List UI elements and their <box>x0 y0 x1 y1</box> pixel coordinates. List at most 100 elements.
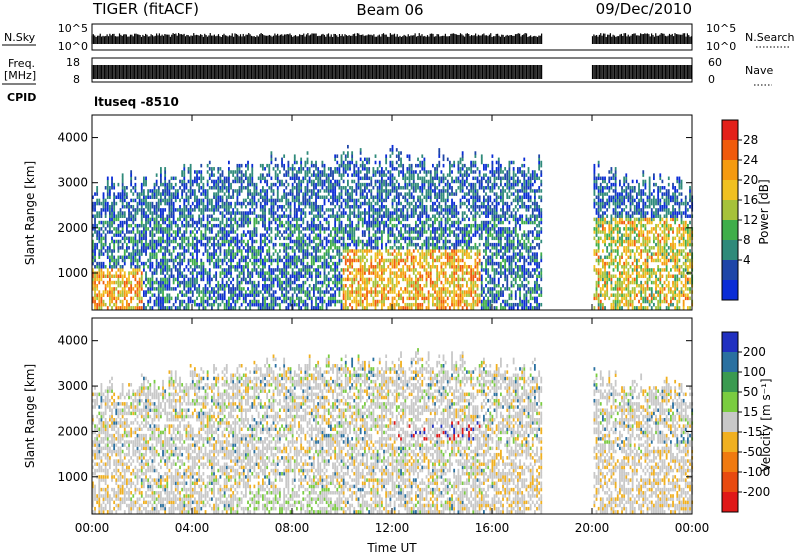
heatmap-cell <box>355 242 358 247</box>
heatmap-cell <box>153 268 156 272</box>
heatmap-cell <box>174 299 177 304</box>
heatmap-cell <box>327 271 330 275</box>
heatmap-cell <box>168 274 171 278</box>
heatmap-cell <box>374 233 377 237</box>
heatmap-cell <box>187 290 190 294</box>
heatmap-cell <box>213 255 215 260</box>
heatmap-cell <box>128 271 130 275</box>
heatmap-cell <box>121 189 124 193</box>
heatmap-cell <box>104 236 107 241</box>
heatmap-cell <box>211 208 213 212</box>
heatmap-cell <box>96 283 99 288</box>
heatmap-cell <box>281 182 283 187</box>
heatmap-cell <box>251 249 254 253</box>
heatmap-cell <box>147 201 150 206</box>
heatmap-cell <box>293 173 296 177</box>
heatmap-cell <box>332 261 334 266</box>
heatmap-cell <box>293 208 296 212</box>
heatmap-cell <box>185 306 188 310</box>
heatmap-cell <box>279 277 281 282</box>
heatmap-cell <box>94 249 96 253</box>
heatmap-cell <box>109 261 111 266</box>
heatmap-cell <box>315 249 317 253</box>
heatmap-cell <box>300 186 303 190</box>
heatmap-cell <box>317 217 320 222</box>
heatmap-cell <box>383 290 385 294</box>
heatmap-cell <box>257 249 260 253</box>
heatmap-cell <box>321 214 324 218</box>
heatmap-cell <box>147 242 150 247</box>
heatmap-cell <box>102 204 105 209</box>
heatmap-cell <box>102 293 105 297</box>
heatmap-cell <box>291 274 294 278</box>
heatmap-cell <box>334 179 337 184</box>
heatmap-cell <box>285 306 288 310</box>
heatmap-cell <box>155 268 158 272</box>
heatmap-cell <box>270 287 273 291</box>
heatmap-cell <box>389 233 392 237</box>
heatmap-cell <box>121 299 124 304</box>
heatmap-cell <box>323 274 326 278</box>
heatmap-cell <box>204 268 207 272</box>
heatmap-cell <box>342 179 345 184</box>
heatmap-cell <box>332 211 334 215</box>
heatmap-cell <box>287 192 290 196</box>
heatmap-cell <box>106 195 109 200</box>
heatmap-cell <box>270 214 273 218</box>
heatmap-cell <box>160 299 162 304</box>
heatmap-cell <box>92 227 94 231</box>
heatmap-cell <box>189 242 192 247</box>
heatmap-cell <box>361 239 364 244</box>
heatmap-cell <box>270 151 273 155</box>
heatmap-cell <box>174 287 177 291</box>
heatmap-cell <box>374 293 377 297</box>
heatmap-cell <box>279 255 281 260</box>
heatmap-cell <box>387 223 390 228</box>
heatmap-cell <box>276 179 279 184</box>
heatmap-cell <box>279 306 281 310</box>
heatmap-cell <box>308 233 311 237</box>
heatmap-cell <box>334 246 337 250</box>
heatmap-cell <box>177 280 179 285</box>
heatmap-cell <box>338 214 341 218</box>
heatmap-cell <box>272 252 275 256</box>
heatmap-cell <box>374 173 377 177</box>
heatmap-cell <box>219 258 222 263</box>
heatmap-cell <box>298 306 300 310</box>
heatmap-cell <box>194 261 196 266</box>
heatmap-cell <box>121 179 124 184</box>
heatmap-cell <box>289 201 292 206</box>
heatmap-cell <box>100 265 103 269</box>
heatmap-cell <box>234 179 237 184</box>
heatmap-cell <box>344 230 347 234</box>
heatmap-cell <box>162 252 164 256</box>
heatmap-cell <box>364 189 366 193</box>
heatmap-cell <box>132 198 135 203</box>
heatmap-cell <box>293 239 296 244</box>
heatmap-cell <box>138 268 141 272</box>
heatmap-cell <box>368 249 371 253</box>
heatmap-cell <box>325 173 328 177</box>
heatmap-cell <box>296 277 298 282</box>
heatmap-cell <box>313 290 315 294</box>
heatmap-cell <box>94 265 96 269</box>
heatmap-cell <box>391 299 394 304</box>
heatmap-cell <box>106 230 109 234</box>
heatmap-cell <box>344 163 347 168</box>
heatmap-cell <box>102 242 105 247</box>
heatmap-cell <box>306 249 309 253</box>
heatmap-cell <box>340 201 343 206</box>
heatmap-cell <box>357 271 360 275</box>
heatmap-cell <box>119 220 122 225</box>
heatmap-cell <box>92 258 94 263</box>
heatmap-cell <box>172 220 175 225</box>
heatmap-cell <box>287 227 290 231</box>
heatmap-cell <box>393 258 396 263</box>
heatmap-cell <box>132 246 135 250</box>
heatmap-cell <box>376 230 379 234</box>
heatmap-cell <box>240 287 243 291</box>
heatmap-cell <box>253 290 256 294</box>
heatmap-cell <box>189 271 192 275</box>
heatmap-cell <box>366 299 368 304</box>
heatmap-cell <box>272 268 275 272</box>
